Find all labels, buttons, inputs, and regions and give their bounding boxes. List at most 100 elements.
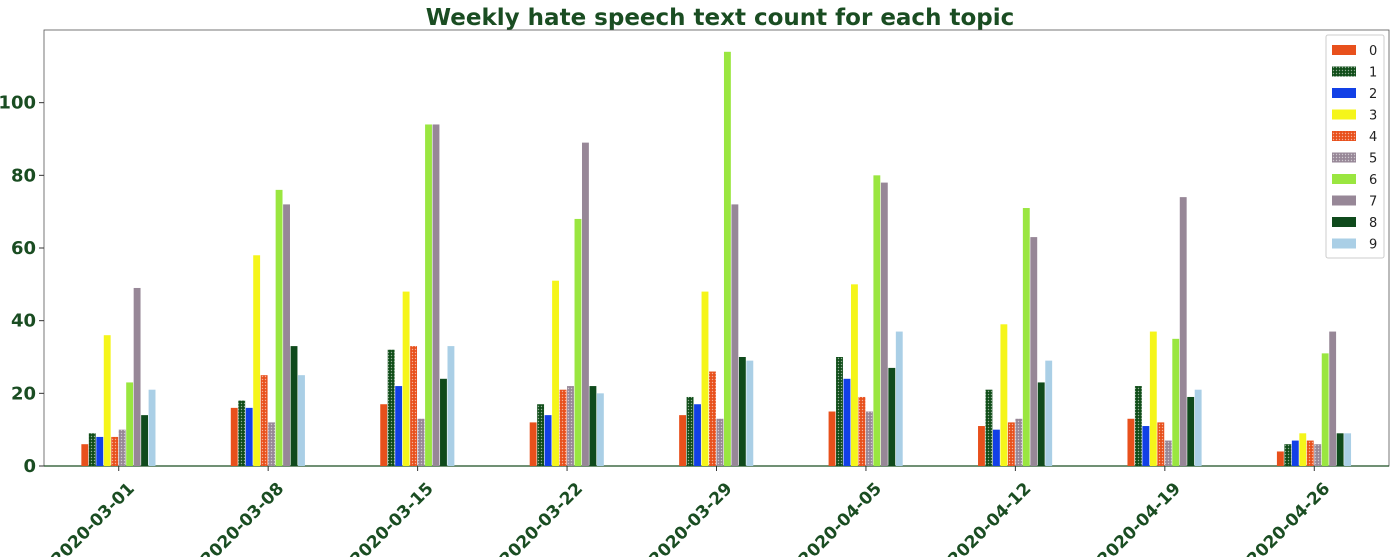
bar-pattern-overlay <box>111 436 119 466</box>
bar-series-3 <box>402 291 410 466</box>
bar-series-9 <box>1194 389 1202 466</box>
bar-pattern-overlay <box>985 389 993 466</box>
bar-pattern-overlay <box>268 422 276 466</box>
bar-pattern-overlay <box>1314 444 1322 466</box>
bar-series-6 <box>1321 353 1329 466</box>
bar-series-0 <box>679 415 687 466</box>
bar-pattern-overlay <box>1164 440 1172 466</box>
x-tick-label: 2020-04-19 <box>1094 479 1185 557</box>
bar-pattern-overlay <box>836 357 843 466</box>
bar-series-8 <box>141 415 149 466</box>
bar-series-6 <box>1022 208 1030 467</box>
bar-pattern-overlay <box>88 433 96 466</box>
bar-series-0 <box>1127 418 1135 466</box>
bar-series-8 <box>440 378 447 466</box>
legend-swatch-pattern <box>1332 66 1356 77</box>
bar-pattern-overlay <box>686 396 694 466</box>
legend-label-0: 0 <box>1369 44 1377 59</box>
chart-title: Weekly hate speech text count for each t… <box>426 5 1014 31</box>
bar-pattern-overlay <box>1007 422 1015 466</box>
bar-pattern-overlay <box>118 429 126 466</box>
x-tick-label: 2020-04-05 <box>795 479 886 557</box>
bar-series-3 <box>103 335 111 466</box>
bar-series-9 <box>895 331 903 466</box>
bar-series-7 <box>432 124 440 466</box>
legend-label-8: 8 <box>1369 216 1377 231</box>
bar-pattern-overlay <box>1284 444 1292 466</box>
bar-pattern-overlay <box>1157 422 1165 466</box>
bar-series-2 <box>96 436 104 466</box>
bar-pattern-overlay <box>858 396 866 466</box>
bar-series-2 <box>992 429 1000 466</box>
bar-series-0 <box>978 426 985 466</box>
legend-label-4: 4 <box>1369 130 1377 145</box>
legend-swatch-3 <box>1332 109 1356 120</box>
x-tick-label: 2020-03-22 <box>496 479 587 557</box>
bar-pattern-overlay <box>1015 418 1023 466</box>
bar-series-7 <box>1329 331 1337 466</box>
bar-series-2 <box>395 386 403 466</box>
bar-series-9 <box>746 360 754 466</box>
bar-series-9 <box>1045 360 1053 466</box>
legend-label-5: 5 <box>1369 152 1377 167</box>
bar-series-6 <box>275 189 283 466</box>
bar-series-0 <box>81 444 89 466</box>
legend: 0 1 2 3 4 5 6 7 8 9 <box>1325 34 1385 259</box>
bar-series-0 <box>828 411 836 466</box>
bar-pattern-overlay <box>716 418 724 466</box>
bar-series-8 <box>738 357 746 466</box>
bar-pattern-overlay <box>410 346 418 466</box>
bar-series-8 <box>290 346 298 466</box>
bar-series-2 <box>694 404 701 466</box>
bar-pattern-overlay <box>865 411 873 466</box>
bar-series-8 <box>1037 382 1045 466</box>
bar-series-3 <box>1000 324 1008 466</box>
bar-series-9 <box>1344 433 1352 466</box>
bar-series-0 <box>1276 451 1284 466</box>
bar-series-6 <box>723 51 731 467</box>
legend-swatch-pattern <box>1332 152 1356 163</box>
legend-label-2: 2 <box>1369 87 1377 102</box>
bar-pattern-overlay <box>537 404 545 466</box>
bar-series-7 <box>880 182 888 466</box>
legend-label-6: 6 <box>1369 173 1377 188</box>
legend-swatch-pattern <box>1332 131 1356 141</box>
legend-swatch-0 <box>1332 45 1356 55</box>
bar-pattern-overlay <box>260 375 268 466</box>
bar-series-3 <box>253 255 261 466</box>
bar-pattern-overlay <box>1134 386 1142 466</box>
bar-series-2 <box>843 378 851 466</box>
legend-swatch-8 <box>1332 217 1356 227</box>
bar-series-8 <box>1187 396 1195 466</box>
x-tick-label: 2020-03-08 <box>197 479 288 557</box>
bar-series-7 <box>133 287 141 466</box>
bar-pattern-overlay <box>387 349 395 466</box>
bar-series-8 <box>589 386 597 466</box>
legend-swatch-6 <box>1332 174 1356 184</box>
x-tick-label: 2020-04-12 <box>944 479 1035 557</box>
legend-label-9: 9 <box>1369 238 1377 253</box>
y-tick-label: 60 <box>11 238 36 259</box>
bar-series-6 <box>873 175 881 467</box>
bar-series-6 <box>425 124 432 466</box>
bar-pattern-overlay <box>709 371 716 466</box>
legend-label-1: 1 <box>1369 66 1377 81</box>
bar-pattern-overlay <box>1306 440 1314 466</box>
legend-label-7: 7 <box>1369 195 1377 210</box>
bar-pattern-overlay <box>238 400 246 466</box>
bar-series-8 <box>1336 433 1344 466</box>
y-tick-label: 40 <box>11 311 36 332</box>
bar-pattern-overlay <box>567 386 574 466</box>
x-tick-label: 2020-03-01 <box>48 479 139 557</box>
x-tick-label: 2020-03-15 <box>347 479 438 557</box>
bar-pattern-overlay <box>417 418 425 466</box>
bar-series-9 <box>447 346 455 466</box>
bar-pattern-overlay <box>559 389 567 466</box>
bar-series-3 <box>1299 433 1307 466</box>
bar-series-2 <box>1291 440 1299 466</box>
bar-series-6 <box>574 218 582 466</box>
bar-series-9 <box>596 393 604 466</box>
bar-series-6 <box>1172 338 1180 466</box>
